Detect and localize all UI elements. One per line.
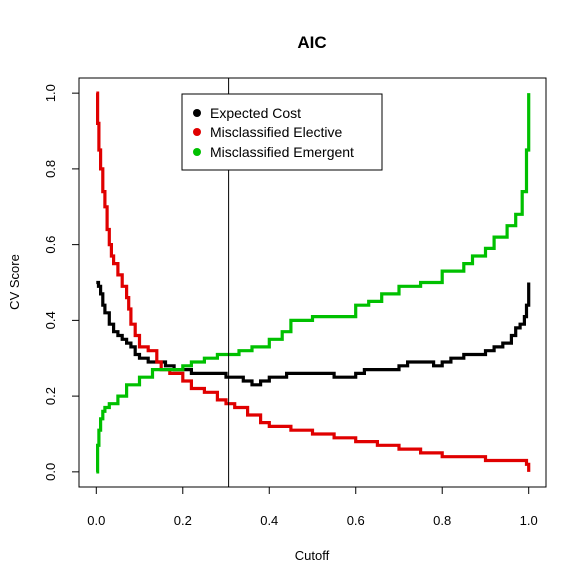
legend-marker-expected-cost (193, 109, 201, 117)
x-axis: 0.0 0.2 0.4 0.6 0.8 1.0 (87, 487, 538, 528)
x-tick-label: 0.2 (174, 513, 192, 528)
legend-marker-misclassified-elective (193, 128, 201, 136)
series-line-misclassified-emergent (96, 93, 531, 474)
y-tick-label: 0.2 (43, 387, 58, 405)
legend-label-misclassified-elective: Misclassified Elective (210, 124, 342, 140)
plot-frame (78, 77, 547, 488)
y-tick-label: 0.6 (43, 236, 58, 254)
y-tick-label: 0.4 (43, 311, 58, 329)
x-tick-label: 1.0 (520, 513, 538, 528)
y-tick-label: 0.8 (43, 160, 58, 178)
series-line-misclassified-elective (96, 91, 531, 472)
series-line-expected-cost (96, 280, 531, 387)
series-layer (96, 91, 531, 474)
legend-label-misclassified-emergent: Misclassified Emergent (210, 144, 354, 160)
legend-box (181, 93, 383, 171)
y-tick-label: 0.0 (43, 463, 58, 481)
y-axis-label: CV Score (7, 254, 22, 310)
x-tick-label: 0.0 (87, 513, 105, 528)
y-axis: 0.0 0.2 0.4 0.6 0.8 1.0 (43, 84, 79, 481)
legend-label-expected-cost: Expected Cost (210, 105, 301, 121)
legend-marker-misclassified-emergent (193, 148, 201, 156)
x-tick-label: 0.6 (347, 513, 365, 528)
x-tick-label: 0.4 (260, 513, 278, 528)
chart-title: AIC (297, 33, 326, 52)
x-axis-label: Cutoff (295, 548, 330, 563)
legend: Expected Cost Misclassified Elective Mis… (181, 93, 383, 171)
y-tick-label: 1.0 (43, 84, 58, 102)
x-tick-label: 0.8 (433, 513, 451, 528)
